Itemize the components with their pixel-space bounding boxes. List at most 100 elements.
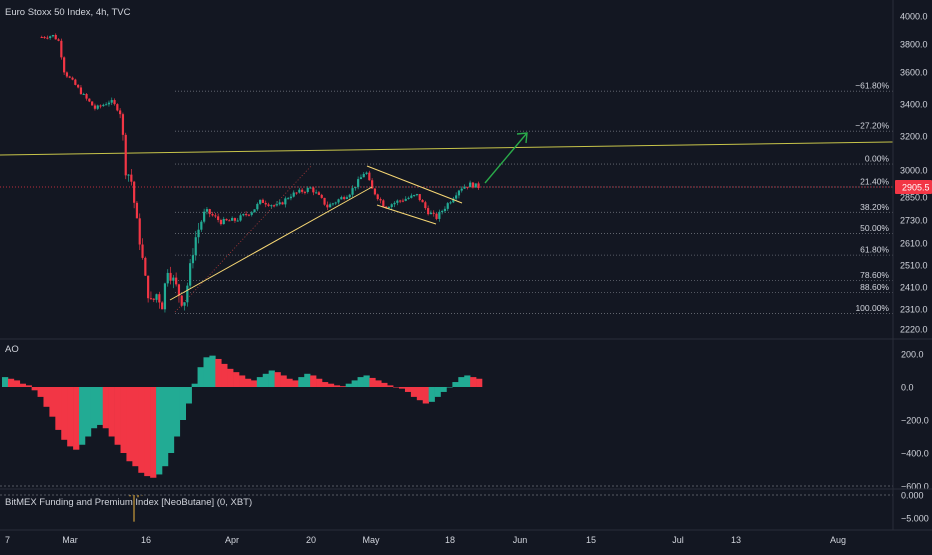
funding-tick-label: 0.000 xyxy=(901,491,924,501)
price-tick-label: 4000.0 xyxy=(900,12,928,22)
candle-body xyxy=(172,277,175,281)
candle-body xyxy=(331,203,335,205)
ao-histogram-bar xyxy=(410,387,418,397)
candle-body xyxy=(317,192,321,195)
fib-level-label: 61.80% xyxy=(860,245,889,255)
candle-body xyxy=(343,197,346,199)
candle-body xyxy=(79,87,83,95)
candle-body xyxy=(110,100,113,103)
candle-body xyxy=(340,197,343,200)
candle-body xyxy=(107,102,111,105)
ao-histogram-bar xyxy=(274,372,281,387)
ao-histogram-bar xyxy=(428,387,435,402)
candle-body xyxy=(267,204,270,206)
candle-body xyxy=(250,212,253,215)
ao-histogram-bar xyxy=(464,375,471,387)
candle-body xyxy=(124,134,127,176)
candle-body xyxy=(357,179,360,187)
support-trendline xyxy=(169,186,373,301)
ao-histogram-bar xyxy=(73,387,80,450)
candle-body xyxy=(301,189,304,192)
candle-body xyxy=(474,183,477,188)
ao-histogram-bar xyxy=(310,375,317,387)
ao-pane[interactable] xyxy=(0,355,893,487)
candle-body xyxy=(135,202,139,219)
ao-histogram-bar xyxy=(185,387,192,404)
candle-body xyxy=(348,194,351,198)
time-tick-label: 20 xyxy=(306,535,316,545)
candle-body xyxy=(413,195,416,197)
ao-histogram-bar xyxy=(7,378,15,387)
candle-body xyxy=(354,186,357,189)
ao-histogram-bar xyxy=(244,378,252,387)
candle-body xyxy=(247,214,251,216)
candle-body xyxy=(51,34,55,37)
candle-body xyxy=(54,34,57,40)
candle-body xyxy=(65,72,69,77)
candle-body xyxy=(191,255,195,264)
candle-body xyxy=(236,220,239,222)
candle-body xyxy=(225,218,228,221)
ao-histogram-bar xyxy=(339,386,347,387)
time-tick-label: Mar xyxy=(62,535,78,545)
ao-tick-label: 0.0 xyxy=(901,383,914,393)
candle-body xyxy=(231,218,234,221)
ao-histogram-bar xyxy=(440,387,447,392)
price-tick-label: 3000.0 xyxy=(900,166,928,176)
ao-histogram-bar xyxy=(298,377,305,387)
candle-body xyxy=(401,200,405,202)
candle-body xyxy=(68,76,71,78)
ao-histogram-bar xyxy=(316,378,323,387)
candle-body xyxy=(63,57,66,73)
candle-body xyxy=(121,114,125,135)
ao-histogram-bar xyxy=(233,372,240,387)
last-price-label: 2905.5 xyxy=(902,183,930,193)
candle-body xyxy=(345,197,349,199)
candle-body xyxy=(396,200,399,203)
candle-body xyxy=(385,206,388,209)
candle-body xyxy=(373,188,377,195)
candle-body xyxy=(222,218,225,225)
candle-body xyxy=(312,187,315,193)
projection-arrow-head xyxy=(516,132,528,144)
ao-tick-label: −600.0 xyxy=(901,482,929,492)
candle-body xyxy=(180,295,183,306)
ao-histogram-bar xyxy=(458,377,465,387)
candle-body xyxy=(424,202,427,209)
ao-histogram-bar xyxy=(67,387,74,447)
ao-histogram-bar xyxy=(61,387,68,440)
candle-body xyxy=(362,173,365,178)
ao-histogram-bar xyxy=(138,387,145,473)
candle-body xyxy=(228,220,231,222)
candle-body xyxy=(85,94,88,99)
price-tick-label: 2310.0 xyxy=(900,305,928,315)
ao-histogram-bar xyxy=(2,377,9,387)
ao-axis[interactable]: 200.0 0.0 −200.0 −400.0 −600.0 xyxy=(901,350,929,492)
candle-body xyxy=(315,192,318,194)
time-tick-label: Jul xyxy=(672,535,684,545)
funding-axis[interactable]: 0.000 −5.000 xyxy=(901,491,929,524)
candle-body xyxy=(457,190,461,196)
price-pane[interactable]: −61.80% −27.20% 0.00% 21.40% 38.20% 50.00% 61.… xyxy=(0,33,894,314)
candle-body xyxy=(253,209,256,213)
time-tick-label: May xyxy=(362,535,380,545)
candle-body xyxy=(256,203,259,210)
candle-body xyxy=(452,198,455,203)
candle-body xyxy=(320,194,323,198)
ao-histogram-bar xyxy=(434,387,441,397)
funding-pane[interactable] xyxy=(0,494,893,522)
ao-histogram-bar xyxy=(227,368,234,387)
time-axis[interactable]: 7 Mar 16 Apr 20 May 18 Jun 15 Jul 13 Aug xyxy=(5,535,846,545)
candle-body xyxy=(415,194,419,196)
price-tick-label: 2220.0 xyxy=(900,325,928,335)
price-axis[interactable]: 4000.0 3800.0 3600.0 3400.0 3200.0 3000.0 2850… xyxy=(895,12,932,335)
candle-body xyxy=(82,94,85,96)
candle-body xyxy=(407,197,410,199)
price-tick-label: 2850.0 xyxy=(900,193,928,203)
candle-body xyxy=(399,200,402,202)
candle-body xyxy=(273,205,276,207)
ao-histogram-bar xyxy=(387,385,394,387)
candle-body xyxy=(127,174,130,176)
